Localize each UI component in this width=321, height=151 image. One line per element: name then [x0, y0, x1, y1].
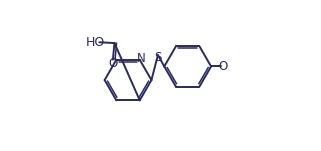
Text: O: O — [108, 57, 117, 70]
Text: HO: HO — [86, 36, 105, 49]
Text: S: S — [154, 51, 162, 64]
Text: O: O — [218, 60, 227, 73]
Text: N: N — [137, 52, 146, 65]
